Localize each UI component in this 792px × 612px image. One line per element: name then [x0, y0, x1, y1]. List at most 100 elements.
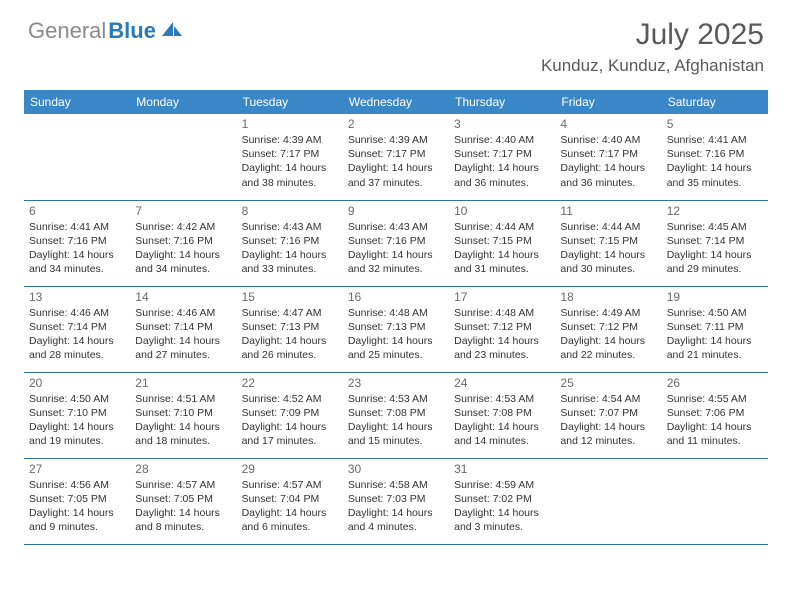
- day-cell: 26 Sunrise: 4:55 AMSunset: 7:06 PMDayligh…: [662, 372, 768, 458]
- day-cell: 15Sunrise: 4:47 AMSunset: 7:13 PMDayligh…: [237, 286, 343, 372]
- day-info: Sunrise: 4:43 AMSunset: 7:16 PMDaylight:…: [348, 220, 444, 277]
- day-cell: 5 Sunrise: 4:41 AMSunset: 7:16 PMDaylight…: [662, 114, 768, 200]
- month-title: July 2025: [541, 18, 764, 52]
- day-cell: 21 Sunrise: 4:51 AMSunset: 7:10 PMDayligh…: [130, 372, 236, 458]
- day-cell-empty: [130, 114, 236, 200]
- day-header: Tuesday: [237, 90, 343, 114]
- day-info: Sunrise: 4:49 AMSunset: 7:12 PMDaylight:…: [560, 306, 656, 363]
- day-header: Wednesday: [343, 90, 449, 114]
- day-info: Sunrise: 4:57 AMSunset: 7:04 PMDaylight:…: [242, 478, 338, 535]
- day-info: Sunrise: 4:44 AMSunset: 7:15 PMDaylight:…: [454, 220, 550, 277]
- logo-sail-icon: [161, 20, 183, 43]
- calendar-week-row: 20 Sunrise: 4:50 AMSunset: 7:10 PMDayligh…: [24, 372, 768, 458]
- calendar-week-row: 27Sunrise: 4:56 AMSunset: 7:05 PMDayligh…: [24, 458, 768, 544]
- day-cell: 13Sunrise: 4:46 AMSunset: 7:14 PMDayligh…: [24, 286, 130, 372]
- day-number: 31: [454, 462, 550, 476]
- day-cell: 25 Sunrise: 4:54 AMSunset: 7:07 PMDayligh…: [555, 372, 661, 458]
- day-number: 23: [348, 376, 444, 390]
- day-info: Sunrise: 4:58 AMSunset: 7:03 PMDaylight:…: [348, 478, 444, 535]
- day-number: 3: [454, 117, 550, 131]
- day-number: 30: [348, 462, 444, 476]
- day-header: Saturday: [662, 90, 768, 114]
- day-number: 10: [454, 204, 550, 218]
- day-info: Sunrise: 4:50 AMSunset: 7:10 PMDaylight:…: [29, 392, 125, 449]
- day-cell: 6 Sunrise: 4:41 AMSunset: 7:16 PMDaylight…: [24, 200, 130, 286]
- day-cell-empty: [662, 458, 768, 544]
- day-info: Sunrise: 4:43 AMSunset: 7:16 PMDaylight:…: [242, 220, 338, 277]
- day-number: 1: [242, 117, 338, 131]
- day-cell: 2 Sunrise: 4:39 AMSunset: 7:17 PMDaylight…: [343, 114, 449, 200]
- day-cell: 4Sunrise: 4:40 AMSunset: 7:17 PMDaylight…: [555, 114, 661, 200]
- day-cell: 17Sunrise: 4:48 AMSunset: 7:12 PMDayligh…: [449, 286, 555, 372]
- day-cell: 28 Sunrise: 4:57 AMSunset: 7:05 PMDayligh…: [130, 458, 236, 544]
- day-cell: 31Sunrise: 4:59 AMSunset: 7:02 PMDayligh…: [449, 458, 555, 544]
- day-header: Sunday: [24, 90, 130, 114]
- day-number: 13: [29, 290, 125, 304]
- day-info: Sunrise: 4:55 AMSunset: 7:06 PMDaylight:…: [667, 392, 763, 449]
- day-number: 18: [560, 290, 656, 304]
- day-info: Sunrise: 4:39 AMSunset: 7:17 PMDaylight:…: [242, 133, 338, 190]
- day-header-row: SundayMondayTuesdayWednesdayThursdayFrid…: [24, 90, 768, 114]
- day-info: Sunrise: 4:52 AMSunset: 7:09 PMDaylight:…: [242, 392, 338, 449]
- day-header: Friday: [555, 90, 661, 114]
- header: General Blue July 2025 Kunduz, Kunduz, A…: [0, 0, 792, 80]
- logo: General Blue: [28, 18, 183, 44]
- title-block: July 2025 Kunduz, Kunduz, Afghanistan: [541, 18, 764, 76]
- day-info: Sunrise: 4:48 AMSunset: 7:13 PMDaylight:…: [348, 306, 444, 363]
- day-number: 17: [454, 290, 550, 304]
- calendar-week-row: 1 Sunrise: 4:39 AMSunset: 7:17 PMDaylight…: [24, 114, 768, 200]
- day-header: Thursday: [449, 90, 555, 114]
- calendar-table: SundayMondayTuesdayWednesdayThursdayFrid…: [24, 90, 768, 545]
- day-info: Sunrise: 4:57 AMSunset: 7:05 PMDaylight:…: [135, 478, 231, 535]
- day-number: 9: [348, 204, 444, 218]
- day-info: Sunrise: 4:54 AMSunset: 7:07 PMDaylight:…: [560, 392, 656, 449]
- day-cell: 9 Sunrise: 4:43 AMSunset: 7:16 PMDaylight…: [343, 200, 449, 286]
- day-number: 19: [667, 290, 763, 304]
- day-cell: 24Sunrise: 4:53 AMSunset: 7:08 PMDayligh…: [449, 372, 555, 458]
- location-text: Kunduz, Kunduz, Afghanistan: [541, 56, 764, 76]
- day-cell: 20 Sunrise: 4:50 AMSunset: 7:10 PMDayligh…: [24, 372, 130, 458]
- day-number: 24: [454, 376, 550, 390]
- day-cell: 30 Sunrise: 4:58 AMSunset: 7:03 PMDayligh…: [343, 458, 449, 544]
- day-number: 27: [29, 462, 125, 476]
- calendar-week-row: 6 Sunrise: 4:41 AMSunset: 7:16 PMDaylight…: [24, 200, 768, 286]
- day-number: 5: [667, 117, 763, 131]
- day-cell: 3 Sunrise: 4:40 AMSunset: 7:17 PMDaylight…: [449, 114, 555, 200]
- day-number: 6: [29, 204, 125, 218]
- day-number: 12: [667, 204, 763, 218]
- calendar-body: 1 Sunrise: 4:39 AMSunset: 7:17 PMDaylight…: [24, 114, 768, 544]
- day-info: Sunrise: 4:41 AMSunset: 7:16 PMDaylight:…: [29, 220, 125, 277]
- day-cell: 7Sunrise: 4:42 AMSunset: 7:16 PMDaylight…: [130, 200, 236, 286]
- day-number: 28: [135, 462, 231, 476]
- day-info: Sunrise: 4:40 AMSunset: 7:17 PMDaylight:…: [454, 133, 550, 190]
- day-number: 16: [348, 290, 444, 304]
- day-number: 8: [242, 204, 338, 218]
- day-number: 25: [560, 376, 656, 390]
- day-cell: 16 Sunrise: 4:48 AMSunset: 7:13 PMDayligh…: [343, 286, 449, 372]
- day-cell: 18 Sunrise: 4:49 AMSunset: 7:12 PMDayligh…: [555, 286, 661, 372]
- day-number: 29: [242, 462, 338, 476]
- day-info: Sunrise: 4:45 AMSunset: 7:14 PMDaylight:…: [667, 220, 763, 277]
- day-header: Monday: [130, 90, 236, 114]
- day-number: 15: [242, 290, 338, 304]
- day-cell: 1 Sunrise: 4:39 AMSunset: 7:17 PMDaylight…: [237, 114, 343, 200]
- day-cell: 23 Sunrise: 4:53 AMSunset: 7:08 PMDayligh…: [343, 372, 449, 458]
- day-number: 2: [348, 117, 444, 131]
- day-cell: 12 Sunrise: 4:45 AMSunset: 7:14 PMDayligh…: [662, 200, 768, 286]
- day-cell: 8 Sunrise: 4:43 AMSunset: 7:16 PMDaylight…: [237, 200, 343, 286]
- day-number: 21: [135, 376, 231, 390]
- day-info: Sunrise: 4:41 AMSunset: 7:16 PMDaylight:…: [667, 133, 763, 190]
- day-info: Sunrise: 4:51 AMSunset: 7:10 PMDaylight:…: [135, 392, 231, 449]
- day-cell-empty: [24, 114, 130, 200]
- day-number: 22: [242, 376, 338, 390]
- day-number: 26: [667, 376, 763, 390]
- day-number: 14: [135, 290, 231, 304]
- day-number: 20: [29, 376, 125, 390]
- day-info: Sunrise: 4:39 AMSunset: 7:17 PMDaylight:…: [348, 133, 444, 190]
- calendar-week-row: 13Sunrise: 4:46 AMSunset: 7:14 PMDayligh…: [24, 286, 768, 372]
- day-info: Sunrise: 4:50 AMSunset: 7:11 PMDaylight:…: [667, 306, 763, 363]
- day-cell: 14Sunrise: 4:46 AMSunset: 7:14 PMDayligh…: [130, 286, 236, 372]
- day-cell: 27Sunrise: 4:56 AMSunset: 7:05 PMDayligh…: [24, 458, 130, 544]
- day-info: Sunrise: 4:53 AMSunset: 7:08 PMDaylight:…: [348, 392, 444, 449]
- day-cell: 29 Sunrise: 4:57 AMSunset: 7:04 PMDayligh…: [237, 458, 343, 544]
